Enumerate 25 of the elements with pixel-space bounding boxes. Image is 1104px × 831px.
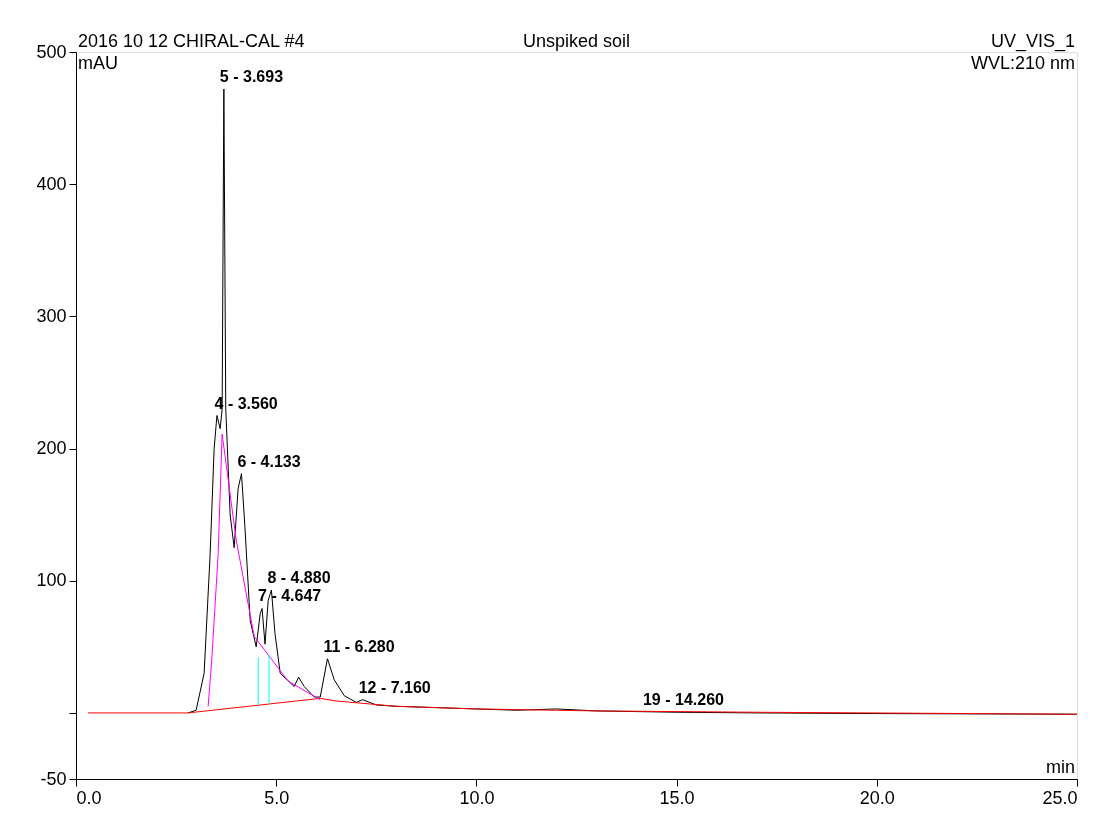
- x-tick-label: 0.0: [76, 787, 102, 808]
- chart-title: 2016 10 12 CHIRAL-CAL #4: [78, 31, 305, 51]
- x-tick-label: 15.0: [659, 787, 695, 808]
- x-tick-label: 10.0: [459, 787, 495, 808]
- x-tick-label: 25.0: [1042, 787, 1078, 808]
- y-tick-label: 300: [36, 305, 67, 326]
- annotation: 5 - 3.693: [219, 68, 284, 86]
- annotation: 12 - 7.160: [358, 678, 431, 696]
- annotation: 7 - 4.647: [258, 587, 322, 605]
- x-tick-label: 5.0: [264, 787, 290, 808]
- y-tick-label: 200: [36, 438, 67, 459]
- chart-subtitle: Unspiked soil: [522, 31, 631, 51]
- y-axis-title: mAU: [78, 53, 118, 73]
- y-tick-label: 100: [36, 570, 67, 591]
- annotation: WVL:210 nm: [970, 53, 1075, 73]
- x-axis-title: min: [1045, 757, 1075, 777]
- y-tick-label: 400: [36, 173, 67, 194]
- text: UV_VIS_1: [990, 31, 1075, 52]
- x-tick-label: 20.0: [859, 787, 895, 808]
- annotation: 8 - 4.880: [267, 568, 331, 586]
- annotation: 19 - 14.260: [642, 690, 725, 708]
- y-tick-label: -50: [40, 768, 67, 789]
- y-tick-label: 500: [36, 41, 67, 62]
- annotation: 6 - 4.133: [237, 452, 301, 470]
- annotation: 11 - 6.280: [323, 637, 395, 655]
